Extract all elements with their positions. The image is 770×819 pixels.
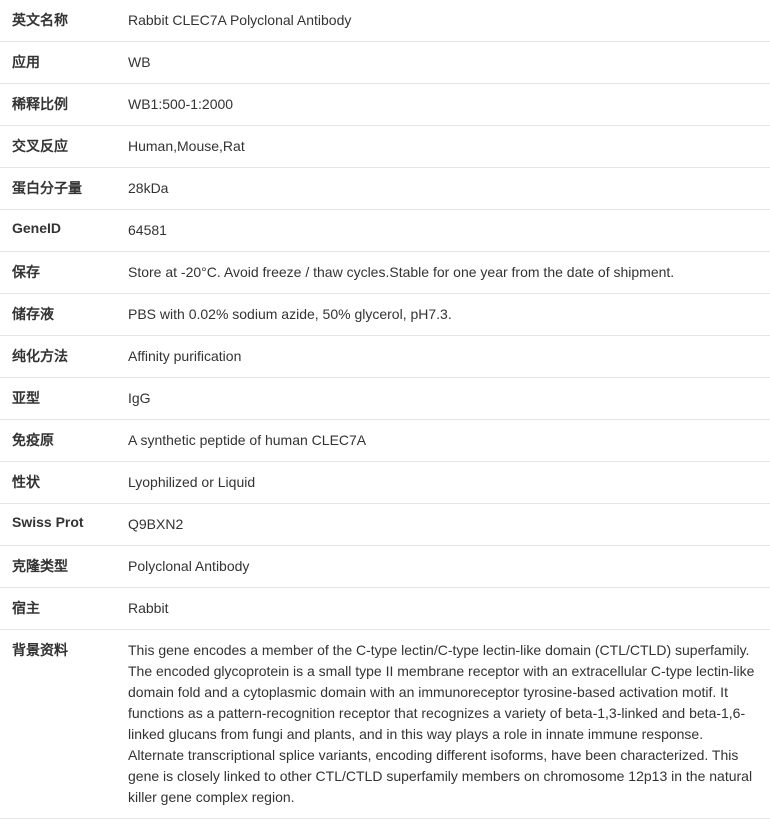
table-row: 亚型IgG — [0, 378, 770, 420]
spec-value: Lyophilized or Liquid — [120, 462, 770, 504]
spec-value: IgG — [120, 378, 770, 420]
spec-value: Rabbit — [120, 588, 770, 630]
spec-label: 免疫原 — [0, 420, 120, 462]
table-row: 交叉反应Human,Mouse,Rat — [0, 126, 770, 168]
table-row: 英文名称Rabbit CLEC7A Polyclonal Antibody — [0, 0, 770, 42]
spec-label: 交叉反应 — [0, 126, 120, 168]
spec-value: WB — [120, 42, 770, 84]
spec-label: Swiss Prot — [0, 504, 120, 546]
spec-value: 28kDa — [120, 168, 770, 210]
table-row: 稀释比例WB1:500-1:2000 — [0, 84, 770, 126]
spec-value: Rabbit CLEC7A Polyclonal Antibody — [120, 0, 770, 42]
table-row: 应用WB — [0, 42, 770, 84]
spec-label: 克隆类型 — [0, 546, 120, 588]
spec-value: Polyclonal Antibody — [120, 546, 770, 588]
spec-value: Affinity purification — [120, 336, 770, 378]
spec-label: 保存 — [0, 252, 120, 294]
spec-label: 英文名称 — [0, 0, 120, 42]
spec-label: 应用 — [0, 42, 120, 84]
spec-table-body: 英文名称Rabbit CLEC7A Polyclonal Antibody应用W… — [0, 0, 770, 819]
table-row: Swiss ProtQ9BXN2 — [0, 504, 770, 546]
spec-value: Human,Mouse,Rat — [120, 126, 770, 168]
table-row: 免疫原A synthetic peptide of human CLEC7A — [0, 420, 770, 462]
table-row: 储存液PBS with 0.02% sodium azide, 50% glyc… — [0, 294, 770, 336]
spec-value: 64581 — [120, 210, 770, 252]
spec-value: This gene encodes a member of the C-type… — [120, 630, 770, 819]
spec-label: 稀释比例 — [0, 84, 120, 126]
spec-label: 纯化方法 — [0, 336, 120, 378]
spec-value: A synthetic peptide of human CLEC7A — [120, 420, 770, 462]
spec-value: Store at -20°C. Avoid freeze / thaw cycl… — [120, 252, 770, 294]
table-row: 性状Lyophilized or Liquid — [0, 462, 770, 504]
spec-value: PBS with 0.02% sodium azide, 50% glycero… — [120, 294, 770, 336]
table-row: 克隆类型Polyclonal Antibody — [0, 546, 770, 588]
spec-label: 储存液 — [0, 294, 120, 336]
spec-label: 蛋白分子量 — [0, 168, 120, 210]
spec-label: 背景资料 — [0, 630, 120, 819]
spec-label: 性状 — [0, 462, 120, 504]
spec-label: GeneID — [0, 210, 120, 252]
table-row: 蛋白分子量28kDa — [0, 168, 770, 210]
table-row: 宿主Rabbit — [0, 588, 770, 630]
table-row: 保存Store at -20°C. Avoid freeze / thaw cy… — [0, 252, 770, 294]
table-row: 背景资料This gene encodes a member of the C-… — [0, 630, 770, 819]
product-spec-table: 英文名称Rabbit CLEC7A Polyclonal Antibody应用W… — [0, 0, 770, 819]
spec-label: 亚型 — [0, 378, 120, 420]
spec-value: Q9BXN2 — [120, 504, 770, 546]
table-row: GeneID64581 — [0, 210, 770, 252]
table-row: 纯化方法Affinity purification — [0, 336, 770, 378]
spec-label: 宿主 — [0, 588, 120, 630]
spec-value: WB1:500-1:2000 — [120, 84, 770, 126]
